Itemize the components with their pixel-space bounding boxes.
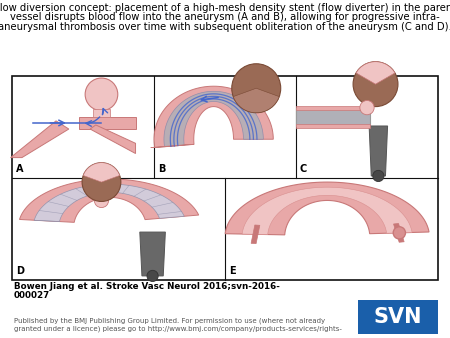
- Bar: [12, 76, 438, 280]
- Circle shape: [373, 170, 384, 182]
- Polygon shape: [90, 125, 135, 153]
- Wedge shape: [356, 62, 395, 84]
- Text: vessel disrupts blood flow into the aneurysm (A and B), allowing for progressive: vessel disrupts blood flow into the aneu…: [10, 13, 440, 23]
- Polygon shape: [79, 117, 135, 129]
- Circle shape: [360, 100, 374, 115]
- Circle shape: [85, 78, 118, 111]
- Bar: [358, 300, 438, 334]
- Text: E: E: [229, 266, 236, 276]
- Text: granted under a licence) please go to http://www.bmj.com/company/products-servic: granted under a licence) please go to ht…: [14, 325, 342, 332]
- Polygon shape: [34, 184, 184, 221]
- Circle shape: [147, 270, 158, 282]
- Polygon shape: [154, 86, 273, 148]
- Text: B: B: [158, 164, 166, 174]
- Circle shape: [82, 163, 121, 201]
- Text: C: C: [300, 164, 307, 174]
- Wedge shape: [83, 163, 120, 182]
- Text: aneurysmal thrombosis over time with subsequent obliteration of the aneurysm (C : aneurysmal thrombosis over time with sub…: [0, 22, 450, 32]
- Circle shape: [393, 227, 405, 239]
- Polygon shape: [93, 108, 110, 117]
- Polygon shape: [394, 223, 404, 242]
- Polygon shape: [164, 91, 263, 147]
- Polygon shape: [242, 187, 412, 235]
- Bar: [296, 107, 370, 126]
- Circle shape: [94, 193, 108, 208]
- Polygon shape: [225, 182, 429, 235]
- Text: Bowen Jiang et al. Stroke Vasc Neurol 2016;svn-2016-: Bowen Jiang et al. Stroke Vasc Neurol 20…: [14, 282, 280, 291]
- Polygon shape: [369, 126, 387, 176]
- Text: D: D: [16, 266, 24, 276]
- Polygon shape: [11, 121, 69, 158]
- Polygon shape: [19, 179, 199, 222]
- Text: Published by the BMJ Publishing Group Limited. For permission to use (where not : Published by the BMJ Publishing Group Li…: [14, 318, 325, 324]
- Text: Flow diversion concept: placement of a high-mesh density stent (flow diverter) i: Flow diversion concept: placement of a h…: [0, 3, 450, 13]
- Text: A: A: [16, 164, 23, 174]
- Polygon shape: [140, 232, 165, 276]
- Polygon shape: [251, 225, 260, 244]
- Text: 000027: 000027: [14, 290, 50, 299]
- Polygon shape: [151, 144, 194, 148]
- Circle shape: [353, 62, 398, 106]
- Text: SVN: SVN: [374, 307, 422, 327]
- Bar: [296, 124, 370, 128]
- Circle shape: [232, 64, 281, 113]
- Wedge shape: [233, 88, 279, 113]
- Bar: [296, 105, 370, 110]
